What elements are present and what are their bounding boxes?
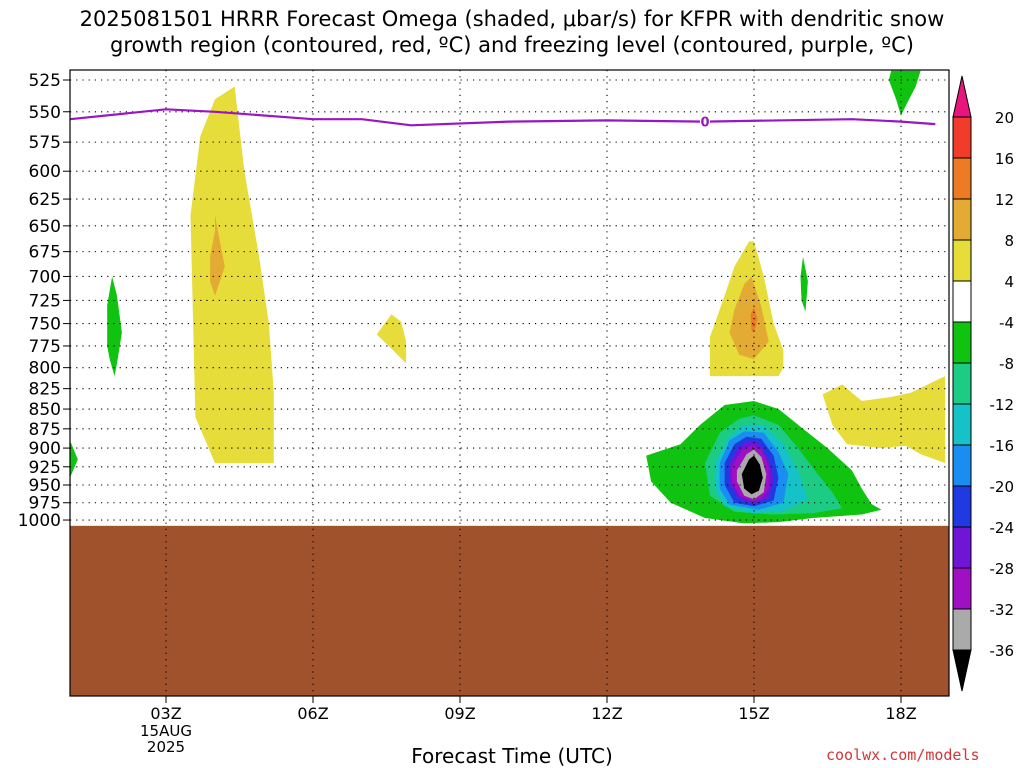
colorbar-label-8: 8 [1004, 232, 1014, 250]
omega-colorbar: 20 16 12 8 4 -4 -8 -12 -16 -20 -24 -28 -32 -36 [952, 75, 1015, 692]
omega-region-1-value-8 [210, 215, 225, 296]
y-tick-label-675: 675 [29, 243, 61, 263]
colorbar-top-arrow [952, 75, 972, 118]
y-tick-label-900: 900 [29, 439, 61, 459]
omega-region-9-value--4 [800, 256, 808, 312]
freezing-level-label: 0 [700, 116, 709, 131]
colorbar-box-1 [952, 157, 972, 200]
y-tick-label-775: 775 [29, 337, 61, 357]
chart-title: 2025081501 HRRR Forecast Omega (shaded, … [0, 6, 1024, 58]
y-tick-label-650: 650 [29, 217, 61, 237]
y-tick-label-550: 550 [29, 103, 61, 123]
x-tick-label-06Z: 06Z [297, 704, 328, 723]
omega-region-4-value-8 [729, 276, 769, 360]
y-tick-label-975: 975 [29, 494, 61, 514]
colorbar-box-4 [952, 280, 972, 323]
x-tick-label-18Z: 18Z [885, 704, 916, 723]
y-tick-label-625: 625 [29, 190, 61, 210]
colorbar-label-20: 20 [995, 109, 1014, 127]
colorbar-label--12: -12 [990, 396, 1015, 414]
y-axis: 5255505756006256506757007257507758008258… [18, 71, 70, 531]
plot-frame [69, 69, 950, 697]
colorbar-box-6 [952, 362, 972, 405]
colorbar-box-3 [952, 239, 972, 282]
freezing-level-line [69, 108, 936, 127]
y-tick-label-950: 950 [29, 476, 61, 496]
colorbar-label-12: 12 [995, 191, 1014, 209]
grid-lines [70, 70, 949, 696]
omega-region-19-value--36 [741, 455, 763, 495]
omega-region-0-value-4 [190, 86, 274, 464]
omega-region-10-value--4 [888, 70, 921, 116]
freezing-level-label-bg [700, 114, 710, 129]
x-tick-label-12Z: 12Z [591, 704, 622, 723]
colorbar-box-7 [952, 403, 972, 446]
colorbar-label-16: 16 [995, 150, 1014, 168]
y-tick-label-725: 725 [29, 291, 61, 311]
omega-region-8-value--4 [70, 440, 78, 478]
y-tick-label-875: 875 [29, 420, 61, 440]
chart-title-line2: growth region (contoured, red, ºC) and f… [110, 33, 914, 57]
x-axis-label: Forecast Time (UTC) [411, 744, 613, 768]
colorbar-label--36: -36 [990, 642, 1015, 660]
y-tick-label-825: 825 [29, 380, 61, 400]
colorbar-label--8: -8 [999, 355, 1014, 373]
colorbar-box-8 [952, 444, 972, 487]
y-tick-label-575: 575 [29, 133, 61, 153]
omega-region-5-value-12 [750, 307, 758, 333]
omega-region-6-value-4 [822, 376, 946, 464]
y-tick-label-925: 925 [29, 458, 61, 478]
x-tick-label-03Z: 03Z [150, 704, 181, 723]
y-tick-label-1000: 1000 [18, 511, 61, 531]
y-tick-label-525: 525 [29, 71, 61, 91]
x-tick-label-09Z: 09Z [444, 704, 475, 723]
freezing-level-contour: 0 [69, 108, 936, 131]
x-tick-sublabel-1: 2025 [147, 738, 185, 756]
colorbar-label--24: -24 [990, 519, 1015, 537]
y-tick-label-750: 750 [29, 315, 61, 335]
omega-region-2-value-4 [376, 314, 407, 364]
x-tick-sublabel-0: 15AUG [140, 722, 192, 740]
colorbar-box-12 [952, 608, 972, 651]
y-tick-label-800: 800 [29, 359, 61, 379]
colorbar-box-5 [952, 321, 972, 364]
x-tick-label-15Z: 15Z [738, 704, 769, 723]
colorbar-box-0 [952, 116, 972, 159]
colorbar-label-4: 4 [1004, 273, 1014, 291]
colorbar-box-10 [952, 526, 972, 569]
omega-shaded-regions [70, 70, 946, 524]
omega-region-7-value--4 [107, 276, 122, 377]
colorbar-box-9 [952, 485, 972, 528]
colorbar-label--20: -20 [990, 478, 1015, 496]
colorbar-label--4: -4 [999, 314, 1014, 332]
credit-link[interactable]: coolwx.com/models [826, 746, 980, 764]
y-tick-label-700: 700 [29, 267, 61, 287]
terrain-strip [70, 525, 949, 696]
colorbar-label--16: -16 [990, 437, 1015, 455]
colorbar-label--28: -28 [990, 560, 1015, 578]
y-tick-label-600: 600 [29, 162, 61, 182]
colorbar-box-2 [952, 198, 972, 241]
chart-title-line1: 2025081501 HRRR Forecast Omega (shaded, … [79, 7, 945, 31]
colorbar-box-11 [952, 567, 972, 610]
terrain-fill [70, 525, 949, 696]
y-tick-label-850: 850 [29, 400, 61, 420]
colorbar-bottom-arrow [952, 649, 972, 692]
colorbar-label--32: -32 [990, 601, 1015, 619]
